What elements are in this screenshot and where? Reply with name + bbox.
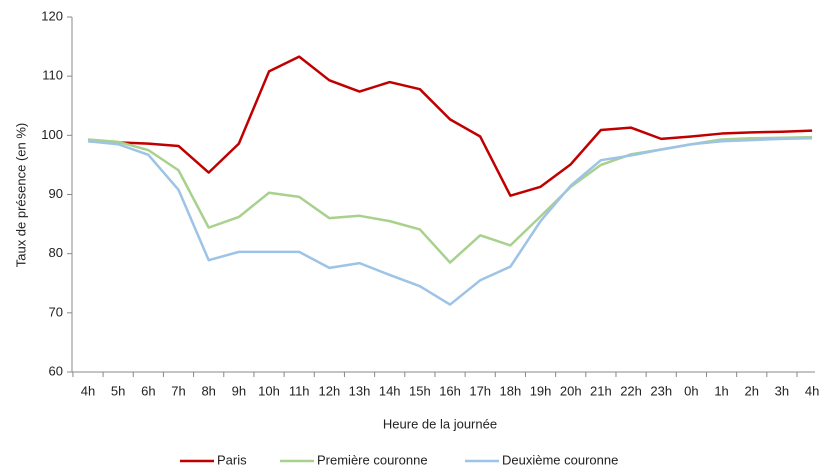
x-tick-label: 9h [232,383,246,398]
x-tick-label: 17h [469,383,491,398]
y-tick-label: 80 [49,245,63,260]
x-tick-label: 18h [500,383,522,398]
x-tick-label: 11h [289,383,310,398]
legend-label: Deuxième couronne [502,452,618,467]
y-tick-label: 110 [42,68,63,83]
y-axis-label: Taux de présence (en %) [13,123,28,268]
x-tick-label: 23h [650,383,672,398]
x-tick-label: 0h [684,383,698,398]
series-line [87,135,813,264]
x-tick-label: 1h [714,383,728,398]
x-tick-label: 19h [530,383,552,398]
x-tick-label: 2h [745,383,759,398]
y-tick-label: 120 [41,8,63,23]
y-tick-label: 70 [49,304,63,319]
x-tick-label: 8h [201,383,215,398]
x-tick-label: 12h [319,383,341,398]
x-tick-label: 7h [171,383,185,398]
legend-label: Première couronne [317,452,428,467]
y-tick-label: 100 [41,127,63,142]
series-line [87,137,813,306]
x-tick-label: 15h [409,383,431,398]
y-tick-label: 60 [49,363,63,378]
y-tick-label: 90 [49,186,63,201]
series-line [87,55,813,197]
x-axis-label: Heure de la journée [383,416,497,431]
x-tick-label: 4h [805,383,819,398]
legend-label: Paris [217,452,247,467]
x-tick-label: 5h [111,383,125,398]
x-tick-label: 21h [590,383,612,398]
x-tick-label: 14h [379,383,401,398]
x-tick-label: 13h [349,383,371,398]
x-tick-label: 10h [258,383,280,398]
x-tick-label: 3h [775,383,789,398]
x-tick-label: 4h [81,383,95,398]
x-tick-label: 16h [439,383,461,398]
x-tick-label: 20h [560,383,582,398]
x-tick-label: 22h [620,383,642,398]
x-tick-label: 6h [141,383,155,398]
